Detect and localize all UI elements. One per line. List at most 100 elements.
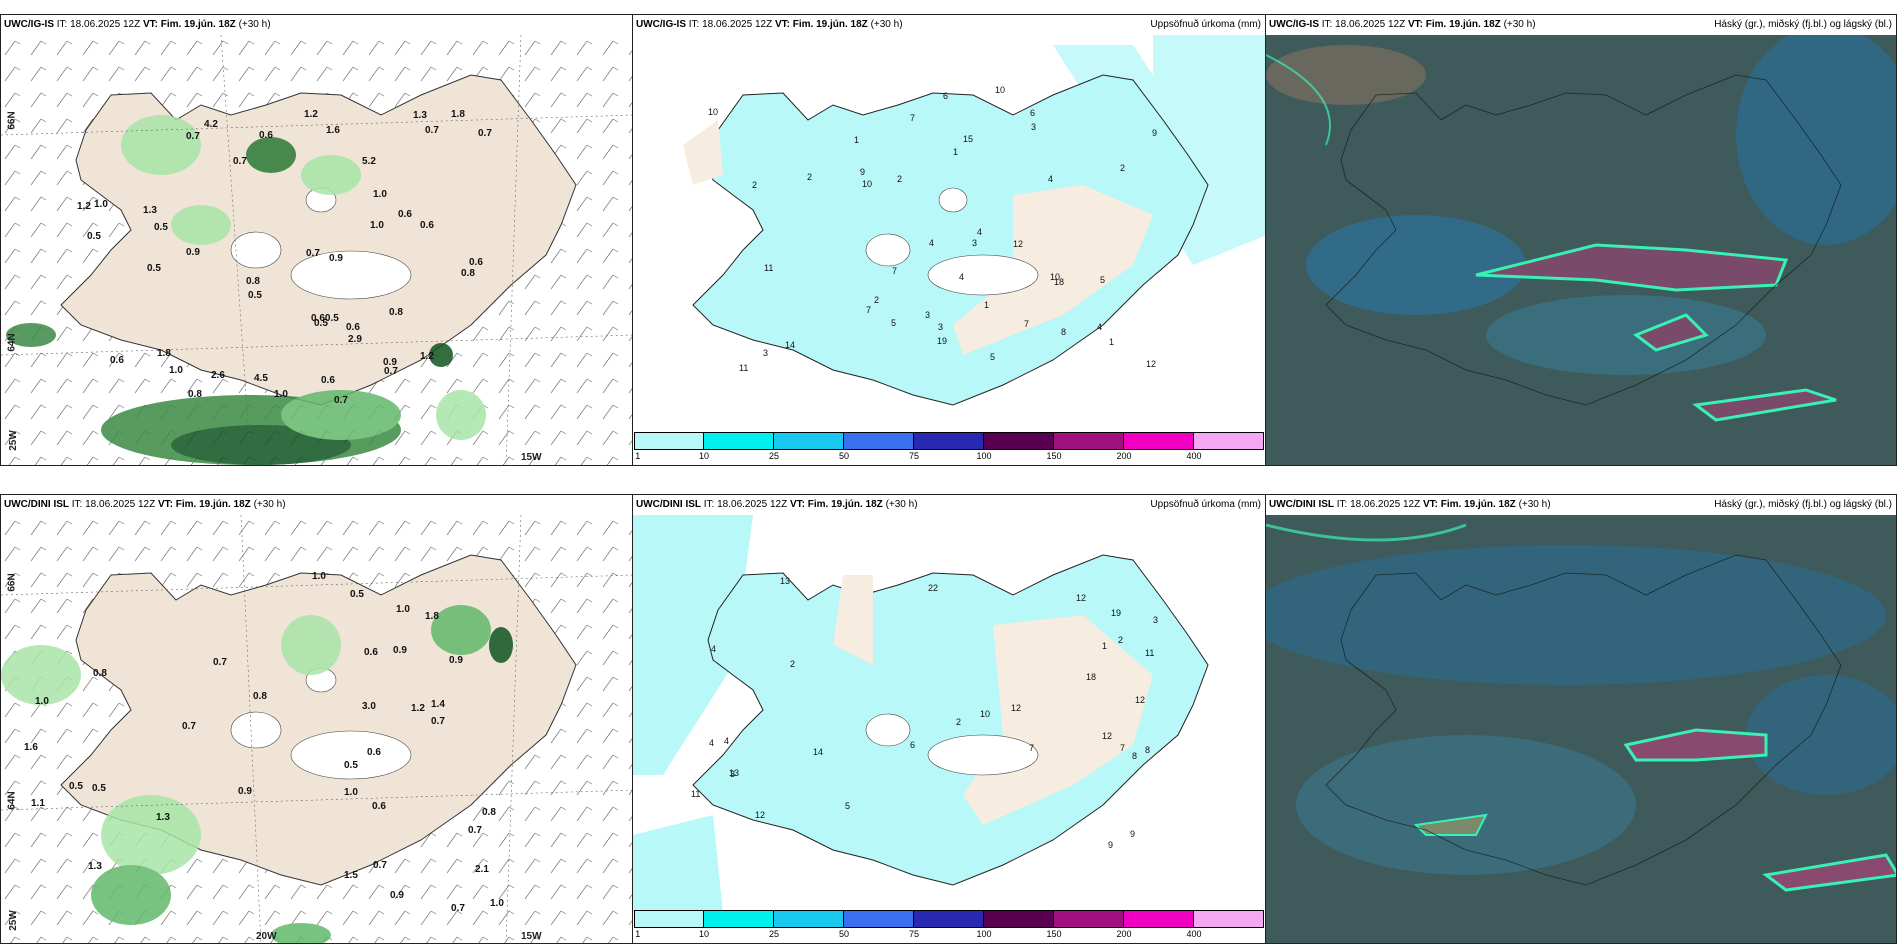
precip-value: 0.9 (238, 786, 252, 797)
colorbar-swatch (634, 910, 704, 928)
precip-value: 3 (938, 322, 943, 332)
precip-value: 7 (910, 113, 915, 123)
precip-value: 4.5 (254, 373, 268, 384)
cloud-cover-map (1266, 35, 1896, 465)
panel-dini-accum-precip: UWC/DINI ISL IT: 18.06.2025 12Z VT: Fim.… (632, 494, 1266, 944)
precip-value: 15 (963, 134, 973, 144)
precip-value: 0.9 (329, 253, 343, 264)
colorbar-tick-label: 1 (635, 451, 641, 461)
precip-value: 5 (990, 352, 995, 362)
colorbar: 1 10 25 50 75 100 150 200 400 (634, 910, 1264, 942)
precip-value: 22 (928, 583, 938, 593)
precip-value: 4 (711, 644, 716, 654)
iceland-landmass (692, 74, 1209, 406)
precip-value: 5 (891, 318, 896, 328)
precip-value: 0.8 (253, 691, 267, 702)
precip-value: 10 (995, 85, 1005, 95)
precip-shading (6, 115, 486, 465)
precip-value: 9 (1108, 840, 1113, 850)
panel-header: UWC/IG-IS IT: 18.06.2025 12Z VT: Fim. 19… (633, 15, 1265, 35)
precip-value: 3 (972, 238, 977, 248)
precip-value: 1.3 (143, 205, 157, 216)
precip-value: 3 (763, 348, 768, 358)
precip-value: 4 (959, 272, 964, 282)
colorbar-swatch (984, 910, 1054, 928)
precip-value: 9 (1152, 128, 1157, 138)
colorbar-tick-label: 100 (976, 929, 992, 939)
precip-value: 7 (1029, 743, 1034, 753)
colorbar-tick-label: 100 (976, 451, 992, 461)
precip-value: 1.4 (431, 699, 445, 710)
precip-value: 2.6 (211, 370, 225, 381)
precip-value: 1 (1109, 337, 1114, 347)
precip-value-labels: 0.70.71.81.3 0.60.60.80.90.51.00.61.20.80… (77, 109, 492, 406)
precip-value: 5.2 (362, 156, 376, 167)
precip-value: 10 (980, 709, 990, 719)
colorbar-tick-label: 75 (908, 929, 919, 939)
colorbar-tick-label: 1 (635, 929, 641, 939)
precip-value: 0.8 (188, 389, 202, 400)
precip-value: 0.7 (334, 395, 348, 406)
precip-value: 12 (1076, 593, 1086, 603)
lat-label-64: 64N (6, 333, 18, 352)
precip-value: 10 (862, 179, 872, 189)
precip-value: 13 (780, 576, 790, 586)
precip-value: 3 (730, 769, 735, 779)
precip-value: 1.0 (490, 898, 504, 909)
colorbar-swatch (984, 432, 1054, 450)
colorbar-swatch (1054, 432, 1124, 450)
colorbar-tick-label: 400 (1186, 451, 1202, 461)
precip-value: 0.7 (384, 366, 398, 377)
precip-value: 1.6 (326, 125, 340, 136)
precip-value: 10 (708, 107, 718, 117)
precip-value: 4.2 (204, 119, 218, 130)
precip-value: 0.6 (367, 747, 381, 758)
precip-value: 0.5 (147, 263, 161, 274)
precip-value: 1.2 (411, 703, 425, 714)
precip-value: 0.6 (321, 375, 335, 386)
precip-value: 1.8 (425, 611, 439, 622)
lat-label-66: 66N (6, 573, 18, 592)
precip-value: 2 (1120, 163, 1125, 173)
precip-value: 1 (953, 147, 958, 157)
precip-value: 14 (813, 747, 823, 757)
precip-value: 2.1 (475, 864, 489, 875)
colorbar-swatch (913, 432, 984, 450)
precip-value: 1.0 (274, 389, 288, 400)
precip-value: 0.6 (110, 355, 124, 366)
colorbar-swatch (634, 432, 704, 450)
precip-value: 4 (1097, 322, 1102, 332)
precip-value: 1.0 (370, 220, 384, 231)
colorbar-tick-label: 25 (768, 929, 779, 939)
precip-value: 8 (1061, 327, 1066, 337)
colorbar-swatch (844, 432, 914, 450)
precip-value: 0.8 (93, 668, 107, 679)
precip-value: 0.6 (346, 322, 360, 333)
colorbar-swatch (913, 910, 984, 928)
colorbar-tick-label: 50 (838, 451, 850, 461)
precip-value: 0.8 (461, 268, 475, 279)
precip-value: 0.5 (87, 231, 101, 242)
colorbar-tick-label: 200 (1116, 451, 1132, 461)
precip-value: 1.2 (304, 109, 318, 120)
precip-value: 0.7 (182, 721, 196, 732)
precip-value: 11 (739, 363, 748, 373)
precip-value: 0.5 (69, 781, 83, 792)
colorbar-tick-label: 10 (698, 451, 709, 461)
panel-ig-clouds: UWC/IG-IS IT: 18.06.2025 12Z VT: Fim. 19… (1265, 14, 1897, 466)
colorbar-swatch (1124, 910, 1194, 928)
colorbar-swatch (844, 910, 914, 928)
precip-value: 5 (1100, 275, 1105, 285)
iceland-outline (1325, 74, 1842, 406)
precip-value: 18 (1054, 277, 1064, 287)
precip-value: 0.7 (186, 131, 200, 142)
precip-value: 0.7 (213, 657, 227, 668)
precip-value: 4 (724, 736, 729, 746)
precip-value: 2 (752, 180, 757, 190)
precip-value: 9 (860, 167, 865, 177)
precip-value: 8 (1132, 751, 1137, 761)
precip-value: 1.0 (35, 696, 49, 707)
precip-value: 0.7 (478, 128, 492, 139)
precip-value: 0.6 (259, 130, 273, 141)
